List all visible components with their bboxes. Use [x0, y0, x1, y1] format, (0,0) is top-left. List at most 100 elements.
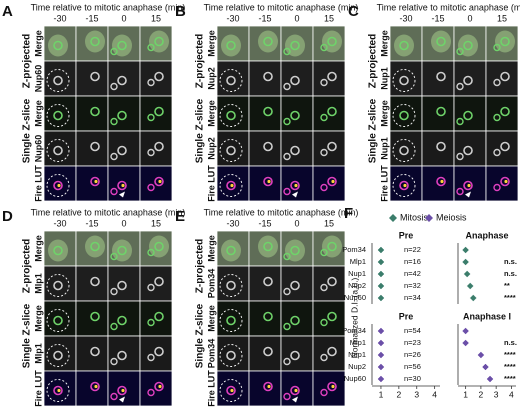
nucleus-signal	[53, 40, 63, 51]
row-label: Fire LUT	[206, 165, 216, 202]
nucleus-signal	[436, 106, 446, 117]
nucleus-signal	[320, 353, 328, 362]
cell-outline	[46, 344, 70, 367]
micrograph	[485, 130, 519, 167]
nucleus-core	[94, 179, 98, 184]
group-title: Pre	[399, 311, 414, 321]
category-label: Mlp1	[350, 338, 366, 347]
micrograph	[216, 165, 250, 202]
significance: ****	[504, 374, 516, 383]
nucleus-signal	[226, 180, 236, 191]
nucleus-signal	[110, 152, 118, 161]
nucleus-signal	[436, 71, 446, 82]
nucleus-signal	[500, 36, 510, 47]
nucleus-signal	[147, 43, 155, 52]
nucleus-signal	[290, 385, 300, 396]
n-label: n=34	[404, 293, 421, 302]
nucleus-core	[121, 183, 125, 188]
nucleus-signal	[493, 43, 501, 52]
row-label: Merge	[33, 30, 43, 57]
nucleus-signal	[290, 40, 300, 51]
cell	[322, 30, 342, 53]
nucleus-core	[267, 384, 271, 389]
time-label: 0	[294, 13, 299, 23]
nucleus-signal	[436, 36, 446, 47]
n-label: n=22	[404, 245, 421, 254]
nucleus-signal	[327, 141, 337, 152]
nucleus-signal	[263, 381, 273, 392]
micrograph	[280, 60, 314, 97]
micrograph	[280, 165, 314, 202]
x-tick-label: 4	[432, 389, 437, 399]
nucleus-signal	[110, 252, 118, 261]
nucleus-signal	[226, 350, 236, 361]
nucleus-signal	[117, 75, 127, 86]
category-label: Pom34	[342, 326, 366, 335]
row-label: Pom34	[206, 339, 216, 369]
dot	[461, 327, 470, 335]
micrograph	[216, 130, 250, 167]
nucleus-signal	[283, 392, 291, 401]
nucleus-signal	[154, 176, 164, 187]
dot	[377, 258, 385, 266]
nucleus-core	[331, 384, 335, 389]
category-label: Nup1	[348, 269, 366, 278]
nucleus-signal	[456, 187, 464, 196]
cell	[149, 235, 169, 258]
nucleus-signal	[283, 47, 291, 56]
micrograph	[107, 335, 141, 372]
nucleus-signal	[327, 106, 337, 117]
panel-letter: E	[175, 208, 185, 225]
row-label: Nup60	[33, 135, 43, 163]
nucleus-signal	[154, 346, 164, 357]
micrograph	[43, 300, 77, 337]
nucleus-signal	[110, 82, 118, 91]
nucleus-signal	[53, 315, 63, 326]
nucleus-signal	[53, 180, 63, 191]
micrograph	[453, 165, 487, 202]
nucleus-signal	[327, 346, 337, 357]
nucleus-signal	[327, 176, 337, 187]
time-label: 15	[151, 13, 161, 23]
micrograph	[312, 95, 346, 132]
micrograph	[280, 370, 314, 407]
dot	[377, 339, 385, 347]
micrograph	[280, 300, 314, 337]
dot	[461, 246, 470, 254]
n-label: n=54	[404, 326, 421, 335]
cell-outline	[46, 139, 70, 162]
category-label: Nup2	[348, 362, 366, 371]
row-label: Fire LUT	[33, 165, 43, 202]
time-label: 15	[497, 13, 507, 23]
nucleus-core	[331, 179, 335, 184]
nucleus-core	[121, 388, 125, 393]
nucleus-signal	[53, 145, 63, 156]
category-label: Mlp1	[350, 257, 366, 266]
micrograph	[107, 130, 141, 167]
nucleus-signal	[110, 357, 118, 366]
cell-outline	[46, 174, 70, 197]
micrograph	[43, 335, 77, 372]
nucleus-signal	[320, 183, 328, 192]
time-label: -30	[399, 13, 412, 23]
panel-letter: D	[2, 208, 13, 225]
nucleus-signal	[290, 280, 300, 291]
significance: **	[504, 281, 510, 290]
dot	[477, 351, 485, 359]
micrograph	[43, 60, 77, 97]
micrograph	[75, 300, 109, 337]
category-label: Nup2	[348, 281, 366, 290]
row-label: Merge	[379, 100, 389, 127]
row-label: Nup1	[379, 67, 389, 90]
nucleus-signal	[327, 241, 337, 252]
micrograph	[107, 95, 141, 132]
time-label: -15	[258, 13, 271, 23]
cell-outline	[392, 174, 416, 197]
micrograph	[216, 60, 250, 97]
nucleus-signal	[493, 113, 501, 122]
dot	[377, 282, 385, 290]
dot	[377, 294, 385, 302]
cell-outline	[46, 379, 70, 402]
nucleus-signal	[463, 110, 473, 121]
